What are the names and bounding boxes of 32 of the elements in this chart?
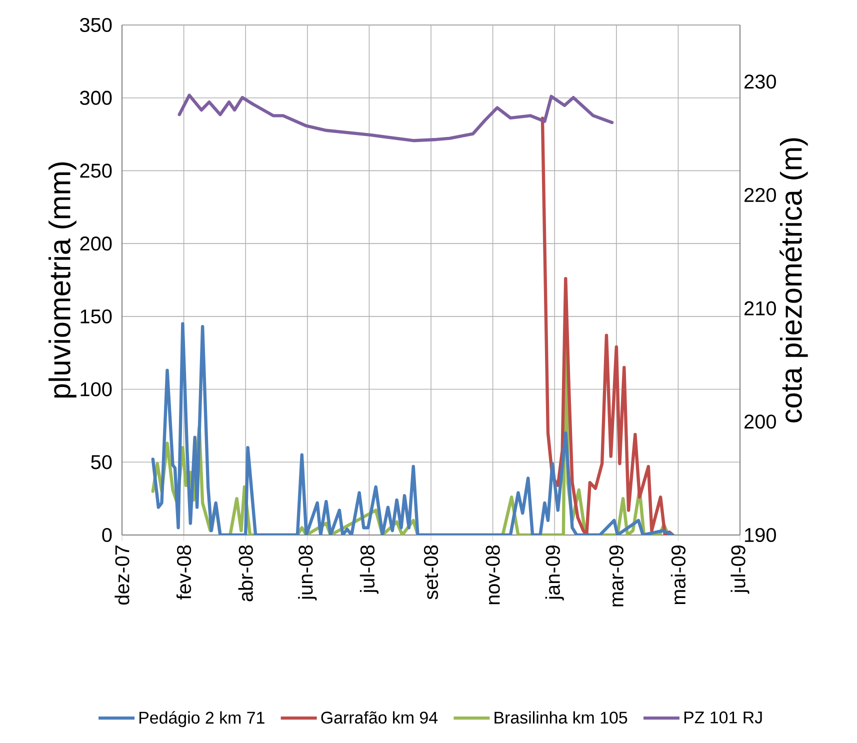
y-tick-label: 350 [80, 18, 112, 32]
x-tick-label: nov-08 [486, 545, 500, 604]
x-tick-label: mai-09 [670, 545, 686, 604]
legend-label: PZ 101 RJ [684, 711, 762, 724]
x-tick-label: fev-08 [176, 545, 192, 600]
y2-tick-label: 220 [744, 188, 776, 202]
y2-tick-label: 200 [744, 414, 776, 429]
x-tick-label: set-08 [424, 545, 438, 600]
legend-label: Pedágio 2 km 71 [140, 711, 264, 728]
line-series [540, 116, 674, 535]
legend-label: Brasilinha km 105 [494, 711, 628, 724]
y-tick-label: 100 [80, 382, 112, 396]
y-tick-label: 300 [80, 90, 112, 105]
y2-tick-label: 210 [744, 301, 776, 316]
x-tick-label: abr-08 [238, 545, 253, 602]
y-axis-title: pluviometria (mm) [48, 162, 76, 398]
x-tick-label: mar-09 [609, 545, 624, 606]
line-series [178, 94, 614, 142]
y-tick-label: 200 [80, 236, 112, 251]
y-tick-label: 250 [80, 164, 112, 178]
x-tick-label: dez-07 [114, 546, 130, 605]
y2-tick-label: 190 [745, 528, 776, 542]
y2-axis-title: cota piezométrica (m) [780, 138, 808, 422]
y-tick-label: 150 [80, 309, 112, 324]
x-tick-label: jul-09 [730, 545, 750, 594]
x-tick-label: jan-09 [545, 545, 564, 600]
x-tick-label: jul-08 [360, 545, 378, 594]
y-tick-label: 50 [91, 455, 112, 470]
y-tick-label: 0 [102, 528, 112, 542]
y2-tick-label: 230 [744, 74, 776, 89]
x-tick-label: jun-08 [298, 545, 317, 600]
legend-label: Garrafão km 94 [321, 711, 438, 724]
